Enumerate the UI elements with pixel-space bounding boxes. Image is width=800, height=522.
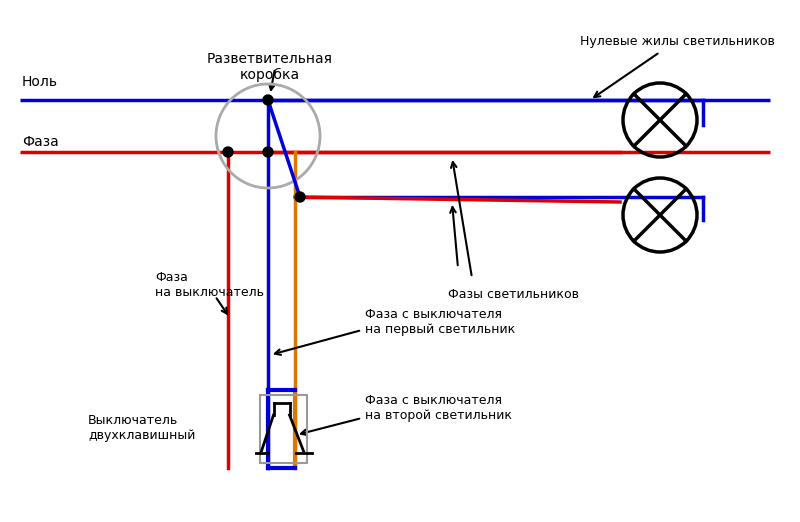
Text: Фаза: Фаза xyxy=(22,135,58,149)
Text: Нулевые жилы светильников: Нулевые жилы светильников xyxy=(580,35,775,48)
Text: Фазы светильников: Фазы светильников xyxy=(448,289,579,302)
Text: Фаза с выключателя
на первый светильник: Фаза с выключателя на первый светильник xyxy=(365,308,515,336)
Text: Разветвительная
коробка: Разветвительная коробка xyxy=(207,52,333,82)
Circle shape xyxy=(263,95,273,105)
Circle shape xyxy=(263,147,273,157)
Circle shape xyxy=(295,192,305,202)
Bar xyxy=(260,395,307,463)
Circle shape xyxy=(223,147,233,157)
Text: Выключатель
двухклавишный: Выключатель двухклавишный xyxy=(88,414,195,442)
Text: Фаза
на выключатель: Фаза на выключатель xyxy=(155,271,264,299)
Text: Ноль: Ноль xyxy=(22,75,58,89)
Text: Фаза с выключателя
на второй светильник: Фаза с выключателя на второй светильник xyxy=(365,394,512,422)
